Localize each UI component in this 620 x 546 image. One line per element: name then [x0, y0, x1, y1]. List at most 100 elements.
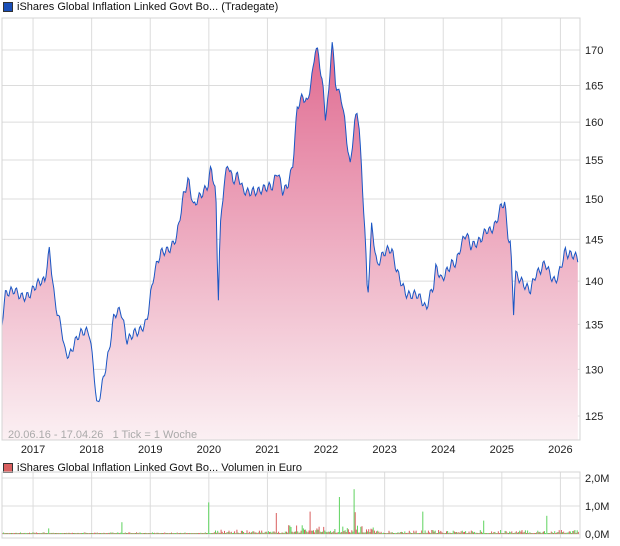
volume-bar	[508, 533, 509, 534]
volume-bar	[129, 532, 131, 534]
volume-bar	[229, 532, 231, 534]
volume-bar	[55, 533, 56, 534]
volume-bar	[450, 533, 452, 534]
volume-bar	[202, 533, 204, 534]
volume-bar	[133, 533, 135, 534]
volume-bar	[107, 532, 109, 534]
volume-bar	[114, 533, 116, 534]
volume-bar	[418, 533, 420, 534]
volume-bar	[423, 533, 425, 534]
volume-bar	[387, 533, 389, 534]
volume-bar	[375, 532, 376, 534]
y-tick-label: 150	[585, 194, 603, 206]
volume-bar	[126, 533, 127, 534]
volume-bar	[480, 531, 482, 534]
volume-bar	[483, 520, 485, 534]
volume-bar	[519, 530, 521, 534]
volume-bar	[500, 530, 502, 534]
volume-bar	[466, 533, 468, 534]
volume-bar	[158, 533, 160, 534]
volume-bar	[287, 532, 289, 534]
volume-bar	[69, 533, 71, 534]
volume-bar	[382, 532, 384, 534]
volume-bar	[394, 533, 396, 534]
volume-bar	[568, 531, 570, 534]
volume-bar	[353, 489, 355, 534]
volume-bar	[355, 529, 357, 534]
volume-bar	[146, 533, 148, 534]
volume-bar	[153, 533, 154, 534]
volume-bar	[535, 533, 536, 534]
volume-bar	[23, 533, 25, 534]
volume-bar	[494, 531, 496, 534]
volume-bar	[555, 533, 557, 534]
volume-bar	[156, 532, 158, 534]
volume-bar	[263, 533, 265, 534]
y-tick-label: 135	[585, 319, 603, 331]
volume-bar	[349, 532, 351, 534]
volume-bar	[522, 532, 524, 534]
volume-bar	[455, 532, 456, 534]
volume-bar	[361, 526, 363, 534]
volume-bar	[313, 530, 314, 534]
volume-bar	[35, 532, 37, 534]
volume-bar	[41, 533, 43, 534]
volume-bar	[136, 532, 138, 534]
volume-bar	[346, 528, 348, 534]
volume-bar	[434, 530, 436, 534]
volume-bar	[571, 533, 573, 534]
volume-bar	[437, 533, 438, 534]
price-plot-frame	[1, 17, 581, 441]
volume-bar	[439, 531, 441, 534]
volume-bar	[530, 533, 532, 534]
volume-bar	[391, 532, 393, 534]
volume-bar	[403, 533, 405, 534]
volume-bar	[359, 532, 361, 534]
volume-bar	[157, 532, 159, 534]
volume-bar	[29, 532, 30, 534]
volume-bar	[302, 528, 304, 534]
volume-bar	[462, 532, 464, 534]
volume-bar	[165, 533, 167, 534]
price-legend-label: iShares Global Inflation Linked Govt Bo.…	[17, 1, 279, 13]
volume-bar	[180, 532, 181, 534]
volume-bar	[386, 533, 388, 534]
volume-bar	[131, 533, 133, 534]
volume-bar	[89, 533, 91, 534]
volume-bar	[316, 528, 318, 534]
volume-bar	[446, 531, 447, 534]
volume-bar	[182, 533, 184, 534]
volume-bar	[15, 532, 17, 534]
volume-bar	[335, 532, 337, 534]
volume-bar	[327, 531, 329, 534]
volume-bar	[201, 533, 203, 534]
volume-bar	[57, 533, 59, 534]
volume-bar	[36, 533, 38, 534]
volume-bar	[218, 532, 220, 534]
volume-bar	[169, 533, 171, 534]
volume-bar	[76, 533, 78, 534]
volume-bar	[128, 532, 130, 534]
volume-bar	[340, 532, 342, 534]
volume-bar	[193, 533, 195, 534]
volume-bar	[479, 530, 481, 534]
volume-bar	[181, 533, 183, 534]
volume-bar	[539, 531, 541, 534]
volume-bar	[308, 530, 310, 534]
volume-bar	[318, 526, 320, 534]
volume-bar	[440, 530, 442, 534]
volume-bar	[343, 531, 345, 534]
volume-bar	[458, 532, 460, 534]
volume-bar	[456, 532, 458, 534]
volume-bar	[412, 533, 414, 534]
volume-bar	[254, 532, 256, 534]
volume-bar	[237, 532, 239, 534]
x-tick-label: 2025	[490, 444, 514, 456]
volume-bar	[366, 529, 367, 534]
volume-bar	[246, 530, 248, 534]
volume-bar	[377, 530, 379, 534]
volume-bar	[442, 533, 444, 534]
volume-bar	[574, 530, 576, 534]
volume-bar	[367, 531, 369, 534]
volume-bar	[252, 531, 254, 534]
